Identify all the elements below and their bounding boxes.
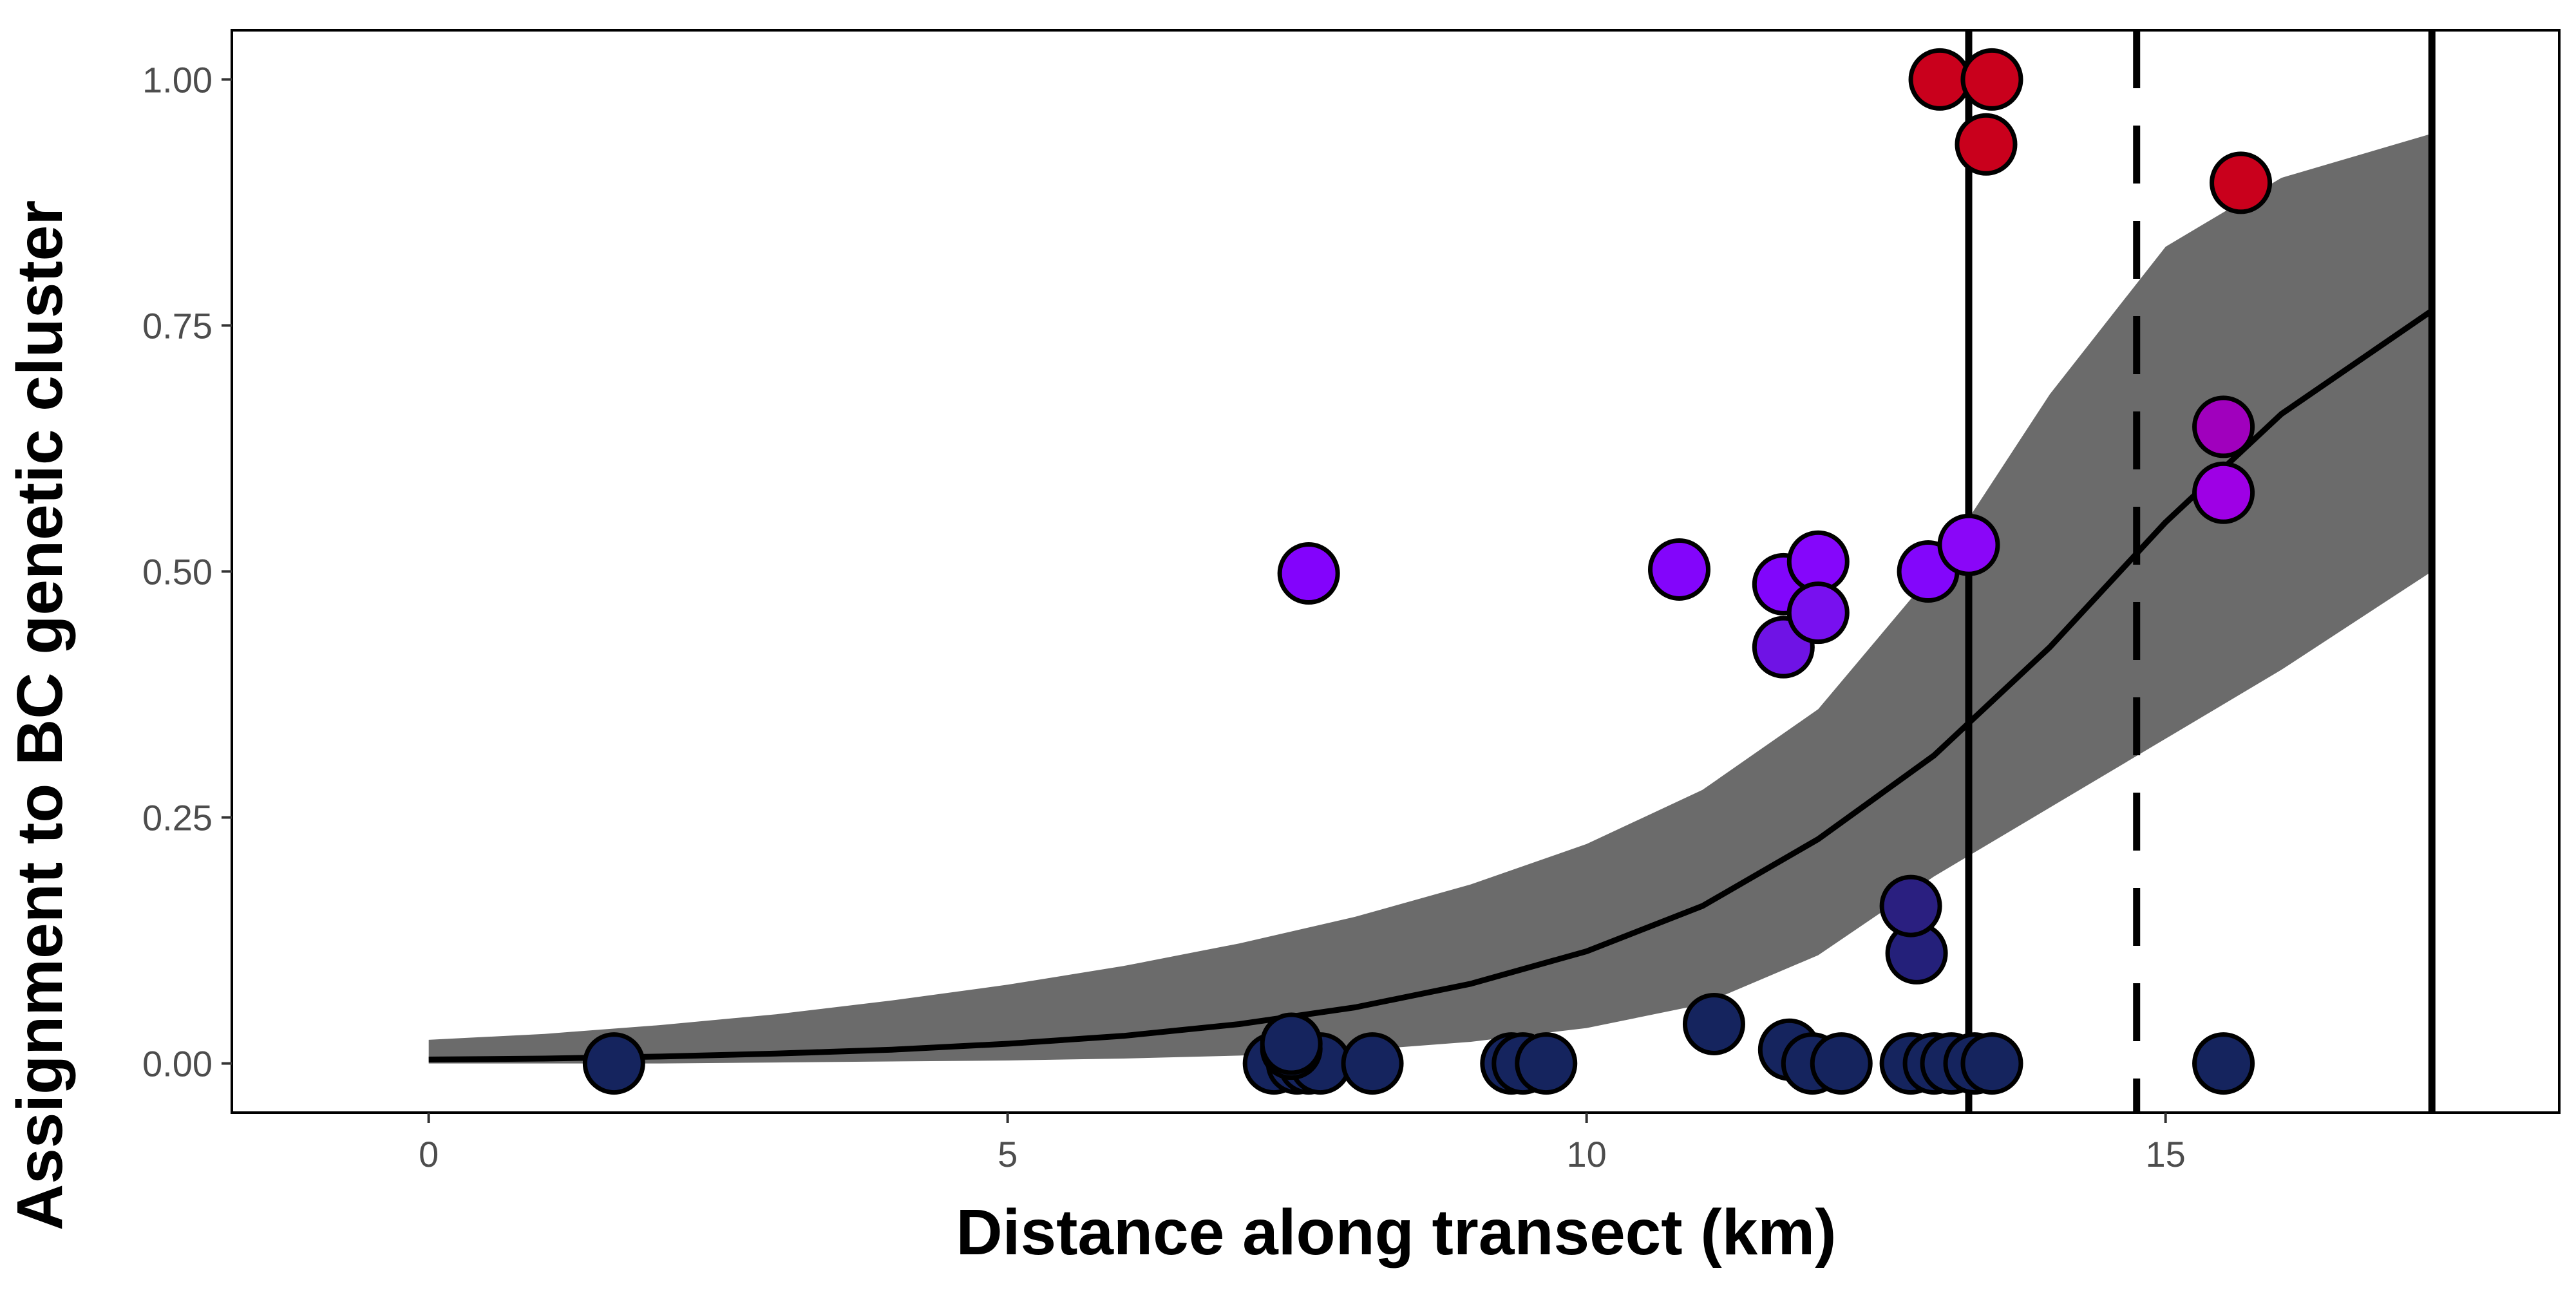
y-tick-label: 0.50 <box>142 552 213 592</box>
y-tick-label: 0.25 <box>142 798 213 838</box>
y-axis: 0.00 0.25 0.50 0.75 1.00 <box>142 59 232 1084</box>
data-point <box>1879 874 1942 938</box>
data-point <box>582 1032 645 1095</box>
data-point <box>1908 48 1971 111</box>
y-tick-label: 0.75 <box>142 305 213 346</box>
y-tick-label: 0.00 <box>142 1044 213 1084</box>
x-tick-label: 15 <box>2146 1134 2186 1174</box>
fit-curve <box>428 308 2434 1062</box>
x-axis: 0 5 10 15 <box>419 1113 2186 1174</box>
data-point <box>1341 1032 1404 1095</box>
data-point <box>1937 513 2000 576</box>
data-point <box>1260 1012 1323 1075</box>
data-point <box>1810 1032 1873 1095</box>
data-point <box>2210 151 2273 214</box>
x-tick-label: 10 <box>1567 1134 1607 1174</box>
data-point <box>1648 538 1711 601</box>
data-point <box>2192 1032 2255 1095</box>
data-point <box>1682 992 1745 1055</box>
data-point <box>2192 461 2255 524</box>
y-axis-title: Assignment to BC genetic cluster <box>4 200 76 1230</box>
data-point <box>1960 48 2023 111</box>
x-tick-label: 0 <box>419 1134 439 1174</box>
x-tick-label: 5 <box>998 1134 1018 1174</box>
data-point <box>1955 113 2018 176</box>
confidence-band <box>428 133 2432 1064</box>
confidence-band-layer <box>428 133 2432 1064</box>
x-axis-title: Distance along transect (km) <box>956 1196 1836 1268</box>
data-point <box>1960 1032 2023 1095</box>
data-points-layer <box>582 48 2273 1095</box>
fit-curve-layer <box>428 308 2434 1062</box>
data-point <box>1786 581 1850 645</box>
data-point <box>1277 542 1340 605</box>
data-point <box>1515 1032 1578 1095</box>
data-point <box>2192 395 2255 458</box>
y-tick-label: 1.00 <box>142 59 213 100</box>
